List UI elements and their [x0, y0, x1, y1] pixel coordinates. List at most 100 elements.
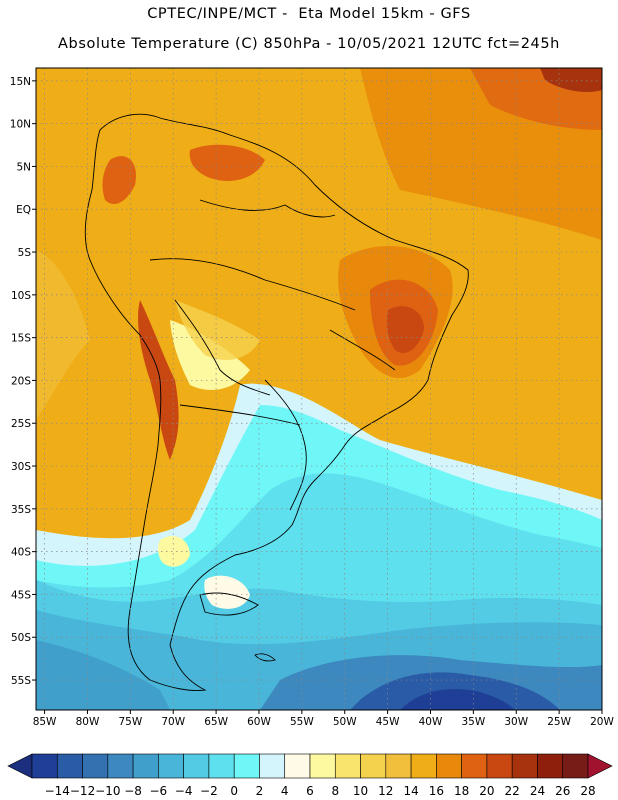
map-title-line-2: Absolute Temperature (C) 850hPa - 10/05/… [58, 36, 560, 52]
colorbar-label: 22 [505, 784, 520, 798]
colombia-andes-warm [102, 156, 136, 205]
lat-tick-label: 25S [11, 418, 31, 430]
colorbar-label: 4 [281, 784, 289, 798]
colorbar-swatch [132, 753, 159, 779]
colorbar-label: −8 [124, 784, 142, 798]
venezuela-hot-zone [189, 144, 265, 181]
colorbar-label: 6 [306, 784, 314, 798]
lon-tick-label: 45W [376, 716, 400, 728]
patagonia-warm-pocket [204, 575, 250, 609]
lat-tick-label: 40S [11, 547, 31, 559]
colorbar-label: −2 [200, 784, 218, 798]
bolivia-yellow-zone [175, 300, 260, 360]
colorbar-swatch [334, 753, 361, 779]
lon-tick-label: 85W [33, 716, 57, 728]
lon-tick-label: 25W [547, 716, 571, 728]
colorbar-label: 8 [331, 784, 339, 798]
southwest-cold-zone [36, 640, 170, 710]
graticule [36, 68, 603, 710]
lon-tick-label: 20W [590, 716, 614, 728]
colorbar-swatch [385, 753, 412, 779]
colorbar-label: −14 [45, 784, 70, 798]
temperature-field [36, 68, 602, 710]
colorbar-label: 12 [378, 784, 393, 798]
lat-tick-label: 15S [11, 333, 31, 345]
colorbar-label: −4 [175, 784, 193, 798]
andes-hot-ridge [138, 300, 179, 460]
lat-tick-label: 10S [11, 290, 31, 302]
colorbar-swatch [436, 753, 462, 779]
colorbar-swatch [233, 753, 260, 779]
colorbar-swatch [107, 753, 134, 779]
colorbar-swatch [360, 753, 387, 779]
colorbar-label: 16 [429, 784, 444, 798]
border-argentina-uruguay [264, 379, 307, 511]
colorbar-label: 26 [555, 784, 570, 798]
lat-tick-label: 55S [11, 675, 31, 687]
south-georgia-island [254, 653, 276, 662]
lon-tick-label: 30W [504, 716, 528, 728]
border-amazon [149, 258, 356, 311]
colorbar-swatch [158, 753, 184, 779]
lon-tick-label: 70W [161, 716, 185, 728]
lat-tick-label: 45S [11, 589, 31, 601]
colorbar-label: −6 [150, 784, 168, 798]
colorbar-label: 2 [256, 784, 264, 798]
coastlines [84, 113, 469, 691]
border-guianas [199, 199, 336, 218]
colorbar-swatch [537, 753, 564, 779]
colorbar-swatch [410, 753, 437, 779]
colorbar-label: −10 [95, 784, 120, 798]
colorbar-label: 14 [403, 784, 418, 798]
brazil-hottest-core [386, 306, 425, 354]
colorbar-swatch [461, 753, 488, 779]
colorbar-label: −12 [70, 784, 95, 798]
lat-tick-label: 5N [16, 161, 31, 173]
lon-tick-label: 80W [76, 716, 100, 728]
border-peru-bolivia [174, 299, 271, 396]
colorbar-swatch [284, 753, 311, 779]
lat-tick-label: 5S [18, 247, 32, 259]
lat-tick-label: 15N [10, 76, 31, 88]
pacific-warm-band [36, 250, 90, 420]
colorbar-swatch [309, 753, 336, 779]
hot-core-north-atlantic [540, 68, 602, 92]
map-frame [35, 67, 603, 711]
lon-tick-label: 35W [461, 716, 485, 728]
lon-tick-label: 65W [204, 716, 228, 728]
argentina-warm-pocket [157, 535, 190, 567]
colorbar-swatch [82, 753, 109, 779]
colorbar-label: 0 [230, 784, 238, 798]
lat-tick-label: 10N [10, 119, 31, 131]
colorbar-swatch [56, 753, 83, 779]
colorbar-swatch [259, 753, 286, 779]
south-america-coastline [84, 113, 469, 691]
colorbar-swatch [511, 753, 538, 779]
colorbar-swatch [486, 753, 513, 779]
lon-tick-label: 60W [247, 716, 271, 728]
colorbar: −14 −12 −10 −8 −6 −4 −2 0 2 4 6 8 10 12 14 16 18 20 22 24 26… [7, 753, 613, 798]
colorbar-swatch [208, 753, 235, 779]
colorbar-label: 18 [454, 784, 469, 798]
lon-tick-label: 40W [419, 716, 443, 728]
axis-ticks: 85W 80W 75W 70W 65W 60W 55W 50W 45W 40W 35W 30W 25W 2… [10, 76, 615, 728]
border-brazil-states [329, 329, 396, 371]
lon-tick-label: 55W [290, 716, 314, 728]
colorbar-swatch [562, 753, 589, 779]
coldest-core [400, 689, 515, 710]
colorbar-over-arrow [587, 753, 613, 779]
lon-tick-label: 75W [118, 716, 142, 728]
colorbar-swatch [183, 753, 210, 779]
lat-tick-label: 35S [11, 504, 31, 516]
map-title-line-1: CPTEC/INPE/MCT - Eta Model 15km - GFS [147, 6, 471, 22]
lat-tick-label: EQ [16, 204, 31, 216]
colorbar-label: 28 [580, 784, 595, 798]
lat-tick-label: 20S [11, 375, 31, 387]
colorbar-swatch [31, 753, 58, 779]
border-argentina-north [179, 404, 301, 426]
colorbar-label: 20 [479, 784, 494, 798]
lat-tick-label: 50S [11, 632, 31, 644]
lon-tick-label: 50W [333, 716, 357, 728]
colorbar-label: 10 [353, 784, 368, 798]
